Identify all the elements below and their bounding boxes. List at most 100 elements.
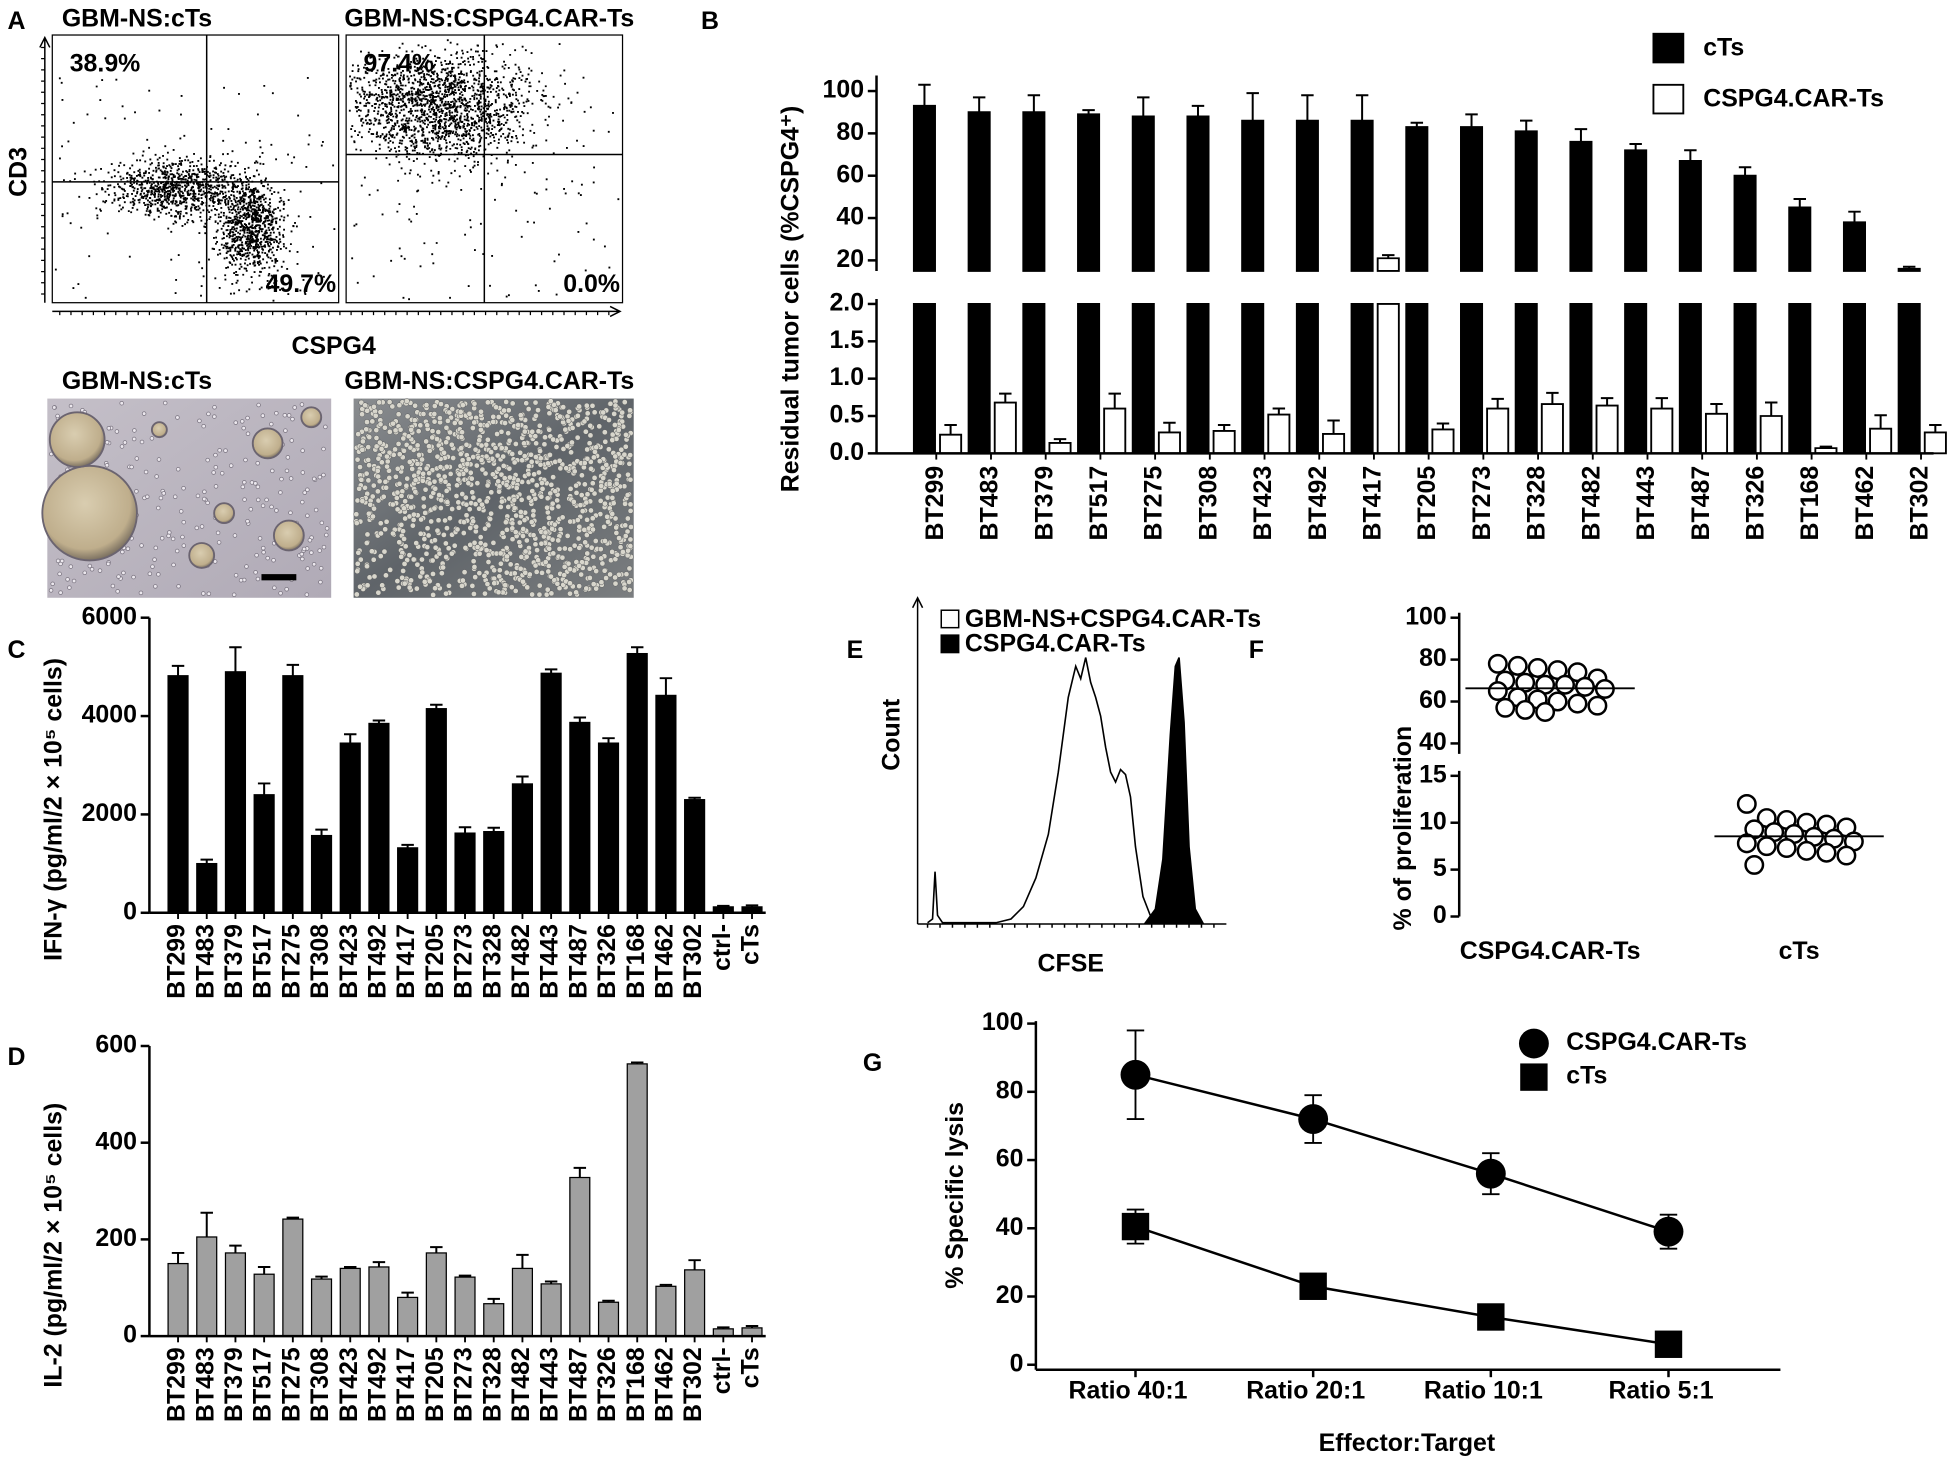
cell xyxy=(584,410,591,417)
error-bar xyxy=(1217,423,1231,431)
cell xyxy=(364,407,371,414)
cell xyxy=(270,468,275,474)
cell xyxy=(471,591,477,597)
cell xyxy=(547,398,554,405)
cell xyxy=(223,448,228,453)
panel-letter: B xyxy=(701,7,719,35)
x-tick-label: BT423 xyxy=(1249,466,1277,541)
cell xyxy=(324,526,330,531)
cell xyxy=(364,582,371,589)
cell xyxy=(382,478,389,485)
cell xyxy=(503,569,510,576)
cell xyxy=(581,481,588,488)
cell xyxy=(520,533,526,539)
cell xyxy=(429,434,436,441)
cell xyxy=(119,444,125,449)
cell xyxy=(417,422,424,429)
cell xyxy=(558,436,565,443)
x-tick-label: BT417 xyxy=(1359,466,1387,541)
data-point xyxy=(1507,655,1528,676)
error-bar xyxy=(602,737,615,744)
cell xyxy=(528,458,535,465)
axis-title: Effector:Target xyxy=(1319,1429,1496,1457)
cell xyxy=(432,485,439,492)
cell xyxy=(481,572,488,579)
cell xyxy=(456,471,463,478)
cell xyxy=(474,544,481,550)
cell xyxy=(300,499,305,505)
cell xyxy=(242,497,247,502)
cell xyxy=(199,524,205,529)
cell xyxy=(205,457,210,463)
cell xyxy=(554,580,561,587)
x-tick-label: BT492 xyxy=(364,924,392,999)
cell xyxy=(560,404,567,410)
cell xyxy=(473,524,479,530)
cell xyxy=(520,578,526,585)
y-tick-label: 20 xyxy=(836,245,864,273)
cell xyxy=(612,574,618,581)
panel-letter: E xyxy=(847,636,864,664)
cell xyxy=(483,453,490,460)
cell xyxy=(535,428,542,435)
cell xyxy=(455,476,462,483)
x-tick-label: BT443 xyxy=(1632,466,1660,541)
bar xyxy=(1678,159,1702,455)
cell xyxy=(255,461,260,466)
bar xyxy=(939,433,963,455)
cell xyxy=(612,515,619,522)
cell xyxy=(68,564,74,569)
cell xyxy=(557,465,564,472)
cell xyxy=(591,474,598,481)
cell xyxy=(528,451,534,458)
cell xyxy=(440,564,446,571)
panel-letter: F xyxy=(1249,636,1264,664)
cell xyxy=(626,565,633,572)
cell xyxy=(299,402,305,407)
cell xyxy=(378,459,385,466)
cell xyxy=(485,559,492,565)
cell xyxy=(364,563,370,570)
cell xyxy=(353,591,360,598)
cell xyxy=(584,532,590,538)
bar xyxy=(1295,119,1319,455)
bar xyxy=(655,1285,677,1337)
cell xyxy=(450,455,457,461)
cell xyxy=(555,537,562,544)
legend-swatch xyxy=(1652,32,1685,64)
cell xyxy=(370,556,377,563)
y-tick-label: 80 xyxy=(836,118,864,146)
scale-bar xyxy=(261,574,297,581)
cell xyxy=(424,525,431,532)
cell xyxy=(589,515,596,522)
cell xyxy=(355,549,362,556)
cell xyxy=(446,409,453,416)
cell xyxy=(400,435,407,442)
spheroid xyxy=(251,427,284,460)
cell xyxy=(55,413,60,419)
cell xyxy=(458,434,465,441)
cell xyxy=(495,478,502,485)
cell xyxy=(627,501,634,508)
cell xyxy=(490,539,497,546)
cell xyxy=(513,512,519,519)
y-tick-label: 200 xyxy=(95,1224,137,1252)
error-bar xyxy=(1655,397,1669,409)
cell xyxy=(408,426,415,433)
cell xyxy=(503,399,510,405)
cell xyxy=(139,543,144,548)
cell xyxy=(317,548,322,553)
error-bar xyxy=(1355,94,1369,121)
cell xyxy=(483,498,490,505)
x-tick-label: BT417 xyxy=(392,1347,420,1422)
cell xyxy=(201,591,206,596)
cell xyxy=(533,569,540,575)
cell xyxy=(431,418,438,425)
marker xyxy=(1298,1104,1329,1135)
cell xyxy=(213,484,219,489)
cell xyxy=(538,493,545,500)
cell xyxy=(478,408,484,415)
x-tick-label: BT423 xyxy=(335,1347,363,1422)
cell xyxy=(404,413,411,420)
error-bar xyxy=(1710,403,1723,414)
